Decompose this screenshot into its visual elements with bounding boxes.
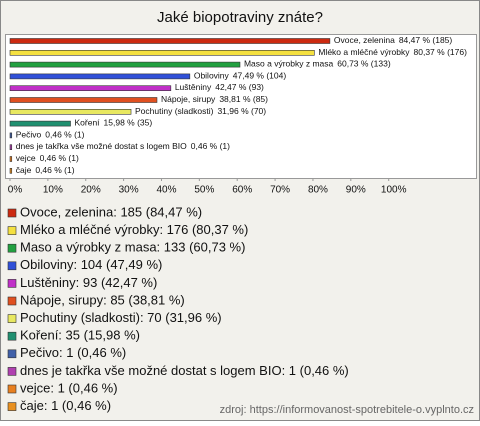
legend-swatch xyxy=(7,349,17,359)
bar-label: Mléko a mléčné výrobky 80,37 % (176) xyxy=(318,47,467,57)
legend-swatch xyxy=(7,402,17,411)
bar-category: čaje xyxy=(16,165,32,175)
legend-label: Pochutiny (sladkosti): 70 (31,96 %) xyxy=(20,310,222,325)
bar-value-label: 42,47 % (93) xyxy=(215,82,264,92)
bar xyxy=(9,132,13,139)
bar-category: dnes je takřka vše možné dostat s logem … xyxy=(16,141,187,151)
bar-category: Ovoce, zelenina xyxy=(334,35,395,45)
legend-swatch xyxy=(7,261,17,271)
bar xyxy=(9,168,13,174)
bar-category: Pečivo xyxy=(16,130,42,140)
bar-category: vejce xyxy=(16,153,36,163)
bar-value-label: 38,81 % (85) xyxy=(219,94,268,104)
bar xyxy=(9,97,158,103)
bar-value-label: 0,46 % (1) xyxy=(40,153,79,163)
legend-label: vejce: 1 (0,46 %) xyxy=(20,380,118,395)
x-tick-label: 30% xyxy=(119,185,139,196)
bar-category: Maso a výrobky z masa xyxy=(244,59,334,69)
bar-category: Pochutiny (sladkosti) xyxy=(135,106,214,116)
bar-label: Luštěniny 42,47 % (93) xyxy=(175,82,264,92)
x-tick-label: 0% xyxy=(8,185,23,196)
legend-label: Ovoce, zelenina: 185 (84,47 %) xyxy=(20,204,202,219)
bar-label: Obiloviny 47,49 % (104) xyxy=(194,71,287,81)
bar-value-label: 84,47 % (185) xyxy=(399,35,453,45)
bar-value-label: 80,37 % (176) xyxy=(414,47,468,57)
bar-category: Luštěniny xyxy=(175,82,212,92)
bar-label: Koření 15,98 % (35) xyxy=(75,118,153,128)
bar-category: Koření xyxy=(75,118,101,128)
legend-label: Obiloviny: 104 (47,49 %) xyxy=(20,257,162,272)
bar-value-label: 47,49 % (104) xyxy=(233,71,287,81)
bar-category: Obiloviny xyxy=(194,71,230,81)
legend-label: čaje: 1 (0,46 %) xyxy=(20,398,111,413)
x-tick-label: 40% xyxy=(156,185,176,196)
bar-label: Maso a výrobky z masa 60,73 % (133) xyxy=(244,59,391,69)
bar-category: Mléko a mléčné výrobky xyxy=(318,47,410,57)
legend-swatch xyxy=(7,208,17,218)
legend-swatch xyxy=(7,279,17,288)
bar-category: Nápoje, sirupy xyxy=(161,94,216,104)
legend-label: Koření: 35 (15,98 %) xyxy=(20,328,140,343)
bar xyxy=(9,144,13,150)
chart-title: Jaké biopotraviny znáte? xyxy=(157,9,323,26)
legend-swatch xyxy=(7,367,17,376)
legend-swatch xyxy=(7,331,17,341)
x-tick-label: 10% xyxy=(43,185,63,196)
legend-label: Mléko a mléčné výrobky: 176 (80,37 %) xyxy=(20,222,248,237)
source: zdroj: https://informovanost-spotrebitel… xyxy=(220,404,474,416)
bar-value-label: 0,46 % (1) xyxy=(191,141,230,151)
x-tick-label: 70% xyxy=(270,185,290,196)
legend-label: Nápoje, sirupy: 85 (38,81 %) xyxy=(20,292,185,307)
bar-value-label: 0,46 % (1) xyxy=(35,165,74,175)
bar xyxy=(9,85,172,91)
x-tick-label: 60% xyxy=(232,185,252,196)
bar-label: Ovoce, zelenina 84,47 % (185) xyxy=(334,35,453,45)
legend-label: Pečivo: 1 (0,46 %) xyxy=(20,345,126,360)
bar-label: Pečivo 0,46 % (1) xyxy=(16,130,85,140)
plot: Ovoce, zelenina 84,47 % (185) Mléko a mléč… xyxy=(9,35,467,175)
bar-label: čaje 0,46 % (1) xyxy=(16,165,75,175)
legend-label: Luštěniny: 93 (42,47 %) xyxy=(20,275,157,290)
bar xyxy=(9,73,191,80)
x-tick-label: 50% xyxy=(194,185,214,196)
x-tick-label: 100% xyxy=(381,185,407,196)
bar xyxy=(9,120,71,127)
bar xyxy=(9,49,315,56)
legend-swatch xyxy=(7,314,17,323)
bar xyxy=(9,38,331,44)
plot-area xyxy=(5,34,477,179)
bar-label: Pochutiny (sladkosti) 31,96 % (70) xyxy=(135,106,266,116)
legend-swatch xyxy=(7,226,17,235)
x-tick-label: 20% xyxy=(81,185,101,196)
x-tick-label: 80% xyxy=(308,185,328,196)
bar xyxy=(9,61,241,68)
legend-swatch xyxy=(7,296,17,306)
bar-value-label: 15,98 % (35) xyxy=(104,118,153,128)
bar-value-label: 31,96 % (70) xyxy=(217,106,266,116)
bar xyxy=(9,156,13,162)
legend-swatch xyxy=(7,243,17,253)
bar xyxy=(9,109,132,115)
bar-value-label: 60,73 % (133) xyxy=(337,59,391,69)
bar-label: vejce 0,46 % (1) xyxy=(16,153,79,163)
legend-label: dnes je takřka vše možné dostat s logem … xyxy=(20,363,349,378)
bar-label: Nápoje, sirupy 38,81 % (85) xyxy=(161,94,268,104)
bar-value-label: 0,46 % (1) xyxy=(45,130,84,140)
bar-label: dnes je takřka vše možné dostat s logem … xyxy=(16,141,230,151)
legend-label: Maso a výrobky z masa: 133 (60,73 %) xyxy=(20,240,245,255)
legend-swatch xyxy=(7,384,17,394)
x-tick-label: 90% xyxy=(346,185,366,196)
